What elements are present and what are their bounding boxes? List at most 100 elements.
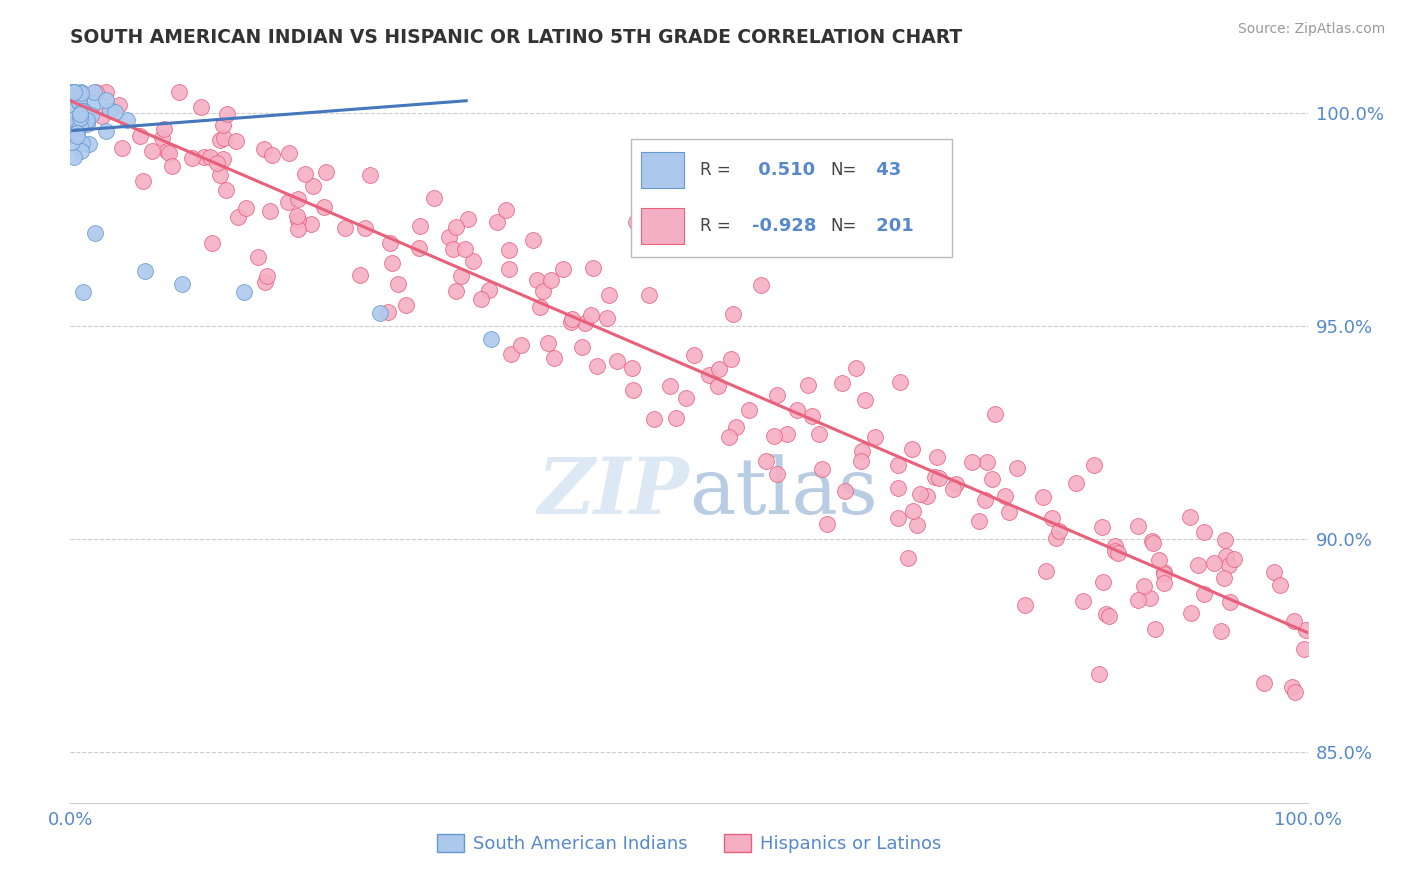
Point bbox=[96, 85, 118, 99]
Point bbox=[232, 285, 254, 300]
Point bbox=[260, 148, 283, 162]
Point bbox=[94, 124, 117, 138]
Point bbox=[150, 131, 173, 145]
Point bbox=[1192, 525, 1215, 540]
Point bbox=[984, 407, 1007, 421]
Point bbox=[903, 504, 925, 518]
Point bbox=[1253, 675, 1275, 690]
Point bbox=[598, 287, 620, 301]
Point bbox=[1035, 564, 1057, 578]
Point bbox=[889, 375, 911, 389]
Point bbox=[478, 284, 501, 298]
Point bbox=[200, 150, 222, 164]
Point bbox=[786, 403, 808, 417]
Point bbox=[287, 192, 309, 206]
Point bbox=[765, 387, 787, 401]
Point bbox=[1139, 591, 1161, 606]
Point bbox=[70, 136, 93, 150]
Point bbox=[62, 135, 84, 149]
Point bbox=[66, 115, 89, 129]
Point bbox=[510, 338, 533, 352]
Point bbox=[1180, 509, 1202, 524]
Point bbox=[1153, 567, 1175, 582]
Point bbox=[378, 235, 401, 250]
Point bbox=[928, 471, 950, 485]
Point bbox=[134, 264, 156, 278]
Point bbox=[581, 260, 603, 275]
Point bbox=[208, 133, 231, 147]
Text: 43: 43 bbox=[870, 161, 901, 179]
Point bbox=[212, 118, 235, 132]
Point bbox=[209, 168, 232, 182]
Point bbox=[66, 126, 89, 140]
Point bbox=[153, 121, 176, 136]
Point bbox=[157, 145, 180, 160]
Point bbox=[1128, 593, 1150, 607]
Point bbox=[454, 242, 477, 256]
Point bbox=[1180, 606, 1202, 620]
Point bbox=[851, 444, 873, 458]
Point bbox=[60, 98, 83, 112]
Point bbox=[853, 392, 876, 407]
Point bbox=[738, 403, 761, 417]
Bar bbox=[641, 153, 683, 188]
Point bbox=[70, 86, 93, 100]
Point bbox=[717, 430, 740, 444]
Point bbox=[69, 111, 91, 125]
Point bbox=[621, 361, 644, 376]
Point bbox=[302, 179, 325, 194]
Point bbox=[1213, 571, 1236, 585]
Point bbox=[180, 152, 202, 166]
Point bbox=[63, 118, 86, 132]
Point bbox=[63, 112, 86, 127]
Point bbox=[69, 107, 91, 121]
Point bbox=[543, 351, 565, 366]
Point bbox=[132, 174, 155, 188]
Point bbox=[349, 268, 371, 282]
Point bbox=[1187, 558, 1209, 572]
Point bbox=[381, 256, 404, 270]
Point bbox=[980, 472, 1002, 486]
Point bbox=[1107, 546, 1129, 560]
Point bbox=[811, 462, 834, 476]
Text: Source: ZipAtlas.com: Source: ZipAtlas.com bbox=[1237, 22, 1385, 37]
Point bbox=[253, 143, 276, 157]
Point bbox=[900, 442, 922, 456]
Point bbox=[537, 335, 560, 350]
Point bbox=[409, 219, 432, 233]
Point bbox=[945, 476, 967, 491]
Point bbox=[1133, 579, 1156, 593]
Point bbox=[1005, 461, 1028, 475]
Point bbox=[1153, 576, 1175, 591]
Point bbox=[887, 458, 910, 473]
Point bbox=[80, 108, 103, 122]
Legend: South American Indians, Hispanics or Latinos: South American Indians, Hispanics or Lat… bbox=[430, 827, 948, 861]
Point bbox=[574, 317, 596, 331]
Point bbox=[277, 146, 299, 161]
Point bbox=[444, 285, 467, 299]
Point bbox=[107, 97, 129, 112]
Point bbox=[461, 253, 484, 268]
Point bbox=[79, 136, 101, 151]
Point bbox=[1268, 577, 1291, 591]
Point bbox=[887, 511, 910, 525]
Point bbox=[190, 100, 212, 114]
Point bbox=[115, 112, 138, 127]
Point bbox=[962, 455, 984, 469]
Point bbox=[69, 85, 91, 99]
Point bbox=[1047, 524, 1070, 539]
Point bbox=[638, 288, 661, 302]
Point bbox=[444, 219, 467, 234]
Point bbox=[76, 117, 98, 131]
Point bbox=[925, 450, 948, 464]
Point bbox=[439, 230, 461, 244]
Point bbox=[368, 306, 391, 320]
Point bbox=[277, 194, 299, 209]
Point bbox=[683, 348, 706, 362]
Point bbox=[863, 430, 886, 444]
Point bbox=[606, 354, 628, 368]
Point bbox=[215, 183, 238, 197]
Point bbox=[924, 469, 946, 483]
Point bbox=[658, 379, 681, 393]
Point bbox=[522, 234, 544, 248]
